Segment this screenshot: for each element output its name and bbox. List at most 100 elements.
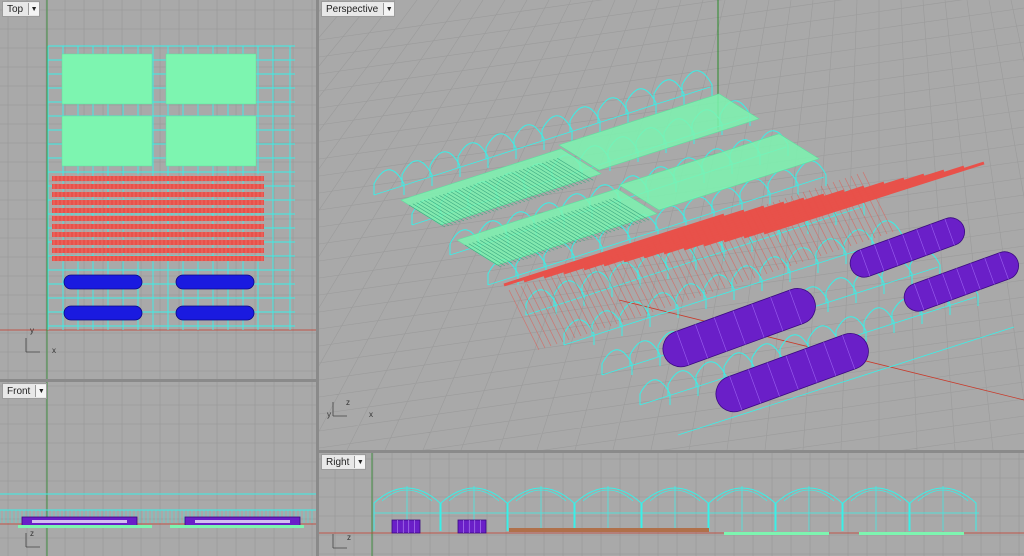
arch <box>553 280 585 306</box>
planting-bed <box>703 173 925 247</box>
planting-bed <box>763 161 985 235</box>
arch-brace <box>716 486 768 531</box>
growing-tray <box>165 53 257 105</box>
arch <box>835 316 867 342</box>
arch <box>825 277 857 303</box>
growing-tray <box>859 532 964 535</box>
arch <box>373 169 405 195</box>
trays <box>400 93 820 268</box>
water-tank <box>715 333 869 413</box>
arch <box>695 361 727 387</box>
planting-beds <box>52 174 264 262</box>
arch <box>703 274 735 300</box>
planting-bed <box>563 201 785 275</box>
arch <box>429 151 461 177</box>
water-tank <box>175 274 255 290</box>
perspective-view-canvas[interactable] <box>319 0 1024 450</box>
planting-bed <box>523 209 745 283</box>
arch <box>759 256 791 282</box>
front-view-canvas[interactable] <box>0 382 316 556</box>
arch <box>647 292 679 318</box>
viewport-tab-right[interactable]: Right ▼ <box>321 454 367 470</box>
viewport-label: Top <box>7 3 24 15</box>
top-view-canvas[interactable] <box>0 0 316 379</box>
tray-slats <box>408 157 650 268</box>
chevron-down-icon[interactable]: ▼ <box>383 3 395 15</box>
growing-tray <box>61 53 153 105</box>
viewport-front[interactable]: Front ▼ z <box>0 382 316 556</box>
water-tank <box>849 217 966 278</box>
arch <box>653 79 685 105</box>
arch <box>667 370 699 396</box>
viewport-perspective[interactable]: Perspective ▼ z x y <box>319 0 1024 450</box>
arch <box>619 301 651 327</box>
viewport-tab-front[interactable]: Front ▼ <box>2 383 48 399</box>
arch-brace <box>917 486 969 531</box>
planting-bed <box>623 189 845 263</box>
viewport-right[interactable]: Right ▼ z <box>319 453 1024 556</box>
planting-beds <box>503 161 985 351</box>
viewport-tab-perspective[interactable]: Perspective ▼ <box>321 1 396 17</box>
arch <box>563 319 595 345</box>
frame-posts <box>0 510 313 523</box>
viewport-tab-top[interactable]: Top ▼ <box>2 1 41 17</box>
arch-brace <box>582 486 634 531</box>
arch <box>681 70 713 96</box>
water-tank <box>457 519 487 534</box>
chevron-down-icon[interactable]: ▼ <box>354 456 366 468</box>
bed-hatch <box>53 174 263 262</box>
axis-widget <box>25 533 40 548</box>
arch <box>513 124 545 150</box>
water-tank <box>903 251 1020 312</box>
axis-widget <box>332 534 347 549</box>
axis-widget <box>25 338 40 353</box>
arch <box>625 88 657 114</box>
tank-ribs <box>397 520 415 533</box>
tank-ribs <box>914 252 1009 311</box>
perspective-grid <box>319 0 1024 450</box>
viewport-label: Right <box>326 456 350 468</box>
axis-label-x: x <box>52 346 56 355</box>
greenhouse-arches <box>373 486 979 531</box>
chevron-down-icon[interactable]: ▼ <box>35 385 47 397</box>
planting-bed <box>583 197 805 271</box>
arch <box>457 142 489 168</box>
planting-bed <box>743 165 965 239</box>
water-tank <box>391 519 421 534</box>
arch <box>597 97 629 123</box>
viewport-label: Front <box>7 385 31 397</box>
arch <box>401 160 433 186</box>
arch <box>815 238 847 264</box>
arch <box>569 106 601 132</box>
arch <box>609 262 641 288</box>
arch <box>863 307 895 333</box>
tank-detail <box>195 520 290 523</box>
axis-label-z: z <box>346 398 350 407</box>
arch <box>675 283 707 309</box>
arch-brace <box>783 486 835 531</box>
arch <box>525 289 557 315</box>
arch-brace <box>649 486 701 531</box>
planting-bed-row <box>509 528 709 532</box>
growing-tray <box>61 115 153 167</box>
growing-tray <box>165 115 257 167</box>
axis-label-y: y <box>327 410 331 419</box>
growing-tray <box>618 133 820 211</box>
tank-ribs <box>860 218 955 277</box>
arch <box>731 265 763 291</box>
arch <box>541 115 573 141</box>
arch <box>629 340 661 366</box>
axis-label-x: x <box>369 410 373 419</box>
grid-lines <box>319 453 1024 556</box>
chevron-down-icon[interactable]: ▼ <box>28 3 40 15</box>
tank-ribs <box>729 335 855 411</box>
viewport-top[interactable]: Top ▼ y x <box>0 0 316 379</box>
arch <box>485 133 517 159</box>
growing-tray <box>724 532 829 535</box>
right-view-canvas[interactable] <box>319 453 1024 556</box>
arch <box>639 379 671 405</box>
water-tank <box>662 288 816 368</box>
tank-ribs <box>463 520 481 533</box>
arch <box>591 310 623 336</box>
bed-hatch <box>508 171 894 351</box>
